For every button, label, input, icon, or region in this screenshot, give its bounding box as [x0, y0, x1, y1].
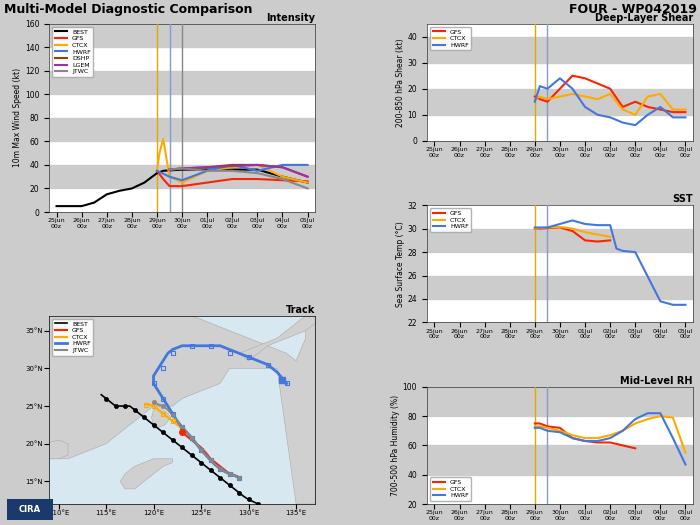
Bar: [49, 165, 315, 188]
Text: Multi-Model Diagnostic Comparison: Multi-Model Diagnostic Comparison: [4, 3, 252, 16]
Bar: [427, 276, 693, 299]
Bar: [49, 118, 315, 141]
Bar: [427, 89, 693, 115]
Polygon shape: [39, 440, 68, 459]
Text: CIRA: CIRA: [19, 505, 41, 514]
Bar: [427, 37, 693, 62]
Bar: [49, 71, 315, 94]
Legend: GFS, CTCX, HWRF: GFS, CTCX, HWRF: [430, 208, 471, 232]
Text: Deep-Layer Shear: Deep-Layer Shear: [595, 13, 693, 23]
Bar: [427, 229, 693, 252]
Text: Track: Track: [286, 305, 315, 315]
Text: Intensity: Intensity: [266, 13, 315, 23]
Legend: BEST, GFS, CTCX, HWRF, JTWC: BEST, GFS, CTCX, HWRF, JTWC: [52, 319, 93, 355]
Text: FOUR - WP042019: FOUR - WP042019: [568, 3, 696, 16]
Polygon shape: [49, 316, 315, 504]
Legend: GFS, CTCX, HWRF: GFS, CTCX, HWRF: [430, 27, 471, 50]
Polygon shape: [120, 459, 173, 489]
Bar: [427, 387, 693, 416]
Polygon shape: [239, 316, 315, 361]
Bar: [49, 24, 315, 47]
Legend: GFS, CTCX, HWRF: GFS, CTCX, HWRF: [430, 477, 471, 501]
Y-axis label: Sea Surface Temp (°C): Sea Surface Temp (°C): [395, 221, 405, 307]
Y-axis label: 700-500 hPa Humidity (%): 700-500 hPa Humidity (%): [391, 395, 400, 496]
Text: SST: SST: [673, 194, 693, 204]
Y-axis label: 200-850 hPa Shear (kt): 200-850 hPa Shear (kt): [395, 38, 405, 127]
Polygon shape: [152, 406, 171, 428]
Y-axis label: 10m Max Wind Speed (kt): 10m Max Wind Speed (kt): [13, 68, 22, 167]
Bar: [427, 445, 693, 475]
Legend: BEST, GFS, CTCX, HWRF, DSHP, LGEM, JTWC: BEST, GFS, CTCX, HWRF, DSHP, LGEM, JTWC: [52, 27, 93, 77]
Text: Mid-Level RH: Mid-Level RH: [620, 376, 693, 386]
